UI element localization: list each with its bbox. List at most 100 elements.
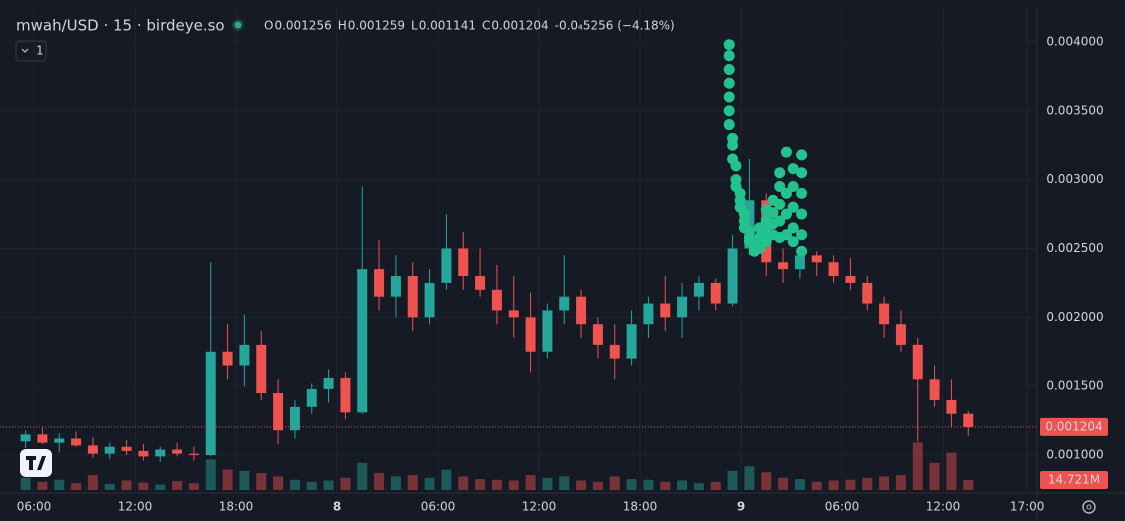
volume-bar	[340, 477, 351, 490]
candle-body	[963, 413, 974, 427]
ohlc-key: C	[482, 19, 490, 33]
trade-marker	[787, 201, 799, 213]
volume-bar	[54, 479, 65, 490]
trade-marker	[767, 207, 779, 219]
volume-label-box	[1040, 470, 1108, 489]
trade-marker	[780, 146, 792, 158]
volume-bar	[491, 479, 502, 490]
candle-body	[390, 276, 401, 297]
candle-body	[155, 449, 166, 457]
trade-marker	[727, 139, 739, 151]
candle-body	[862, 282, 873, 304]
change: -0.0₄5256 (−4.18%)	[555, 19, 675, 33]
candle-body	[172, 449, 183, 454]
trade-marker	[796, 229, 808, 241]
volume-bar	[879, 476, 890, 490]
trade-marker	[787, 236, 799, 248]
volume-bar	[475, 479, 486, 490]
volume-bar	[912, 442, 923, 490]
trade-marker	[796, 167, 808, 179]
volume-bar	[37, 481, 48, 490]
candle-body	[845, 276, 856, 283]
candle-body	[54, 438, 65, 443]
x-tick-label: 8	[333, 500, 341, 514]
volume-bar	[559, 476, 570, 490]
x-tick-label: 06:00	[421, 500, 456, 514]
candle-body	[374, 269, 385, 297]
candle-body	[929, 379, 940, 400]
trade-marker	[723, 91, 735, 103]
volume-bar	[778, 477, 789, 490]
volume-bar	[205, 459, 216, 490]
ohlc-key: O	[264, 19, 273, 33]
volume-bar	[895, 475, 906, 490]
candle-body	[609, 344, 620, 359]
volume-bar	[710, 481, 721, 490]
ohlc-value: 0.001141	[419, 19, 476, 33]
volume-bar	[845, 479, 856, 490]
ohlc-value: 0.001204	[491, 19, 548, 33]
volume-bar	[239, 470, 250, 490]
x-tick-label: 17:00	[1010, 500, 1045, 514]
volume-bar	[390, 476, 401, 490]
candle-body	[542, 310, 553, 352]
candle-body	[323, 377, 334, 389]
candle-body	[710, 282, 721, 304]
candle-body	[660, 303, 671, 318]
candle-body	[828, 262, 839, 277]
candle-body	[104, 446, 115, 454]
volume-bar	[407, 475, 418, 490]
x-tick-label: 18:00	[623, 500, 658, 514]
volume-bar	[811, 481, 822, 490]
volume-bar	[592, 481, 603, 490]
trade-marker	[723, 77, 735, 89]
settings-icon[interactable]	[1082, 500, 1096, 514]
candle-body	[306, 388, 317, 407]
trade-marker	[754, 242, 766, 254]
trade-marker	[780, 229, 792, 241]
ohlc-value: 0.001256	[274, 19, 331, 33]
interval-badge[interactable]: 1	[36, 44, 44, 58]
x-tick-label: 06:00	[825, 500, 860, 514]
candle-body	[491, 289, 502, 311]
trade-marker	[774, 215, 786, 227]
candle-body	[576, 296, 587, 325]
candle-body	[256, 344, 267, 394]
candle-body	[205, 351, 216, 456]
volume-bar	[87, 475, 98, 490]
trade-marker	[796, 208, 808, 220]
volume-bar	[188, 483, 199, 490]
candle-body	[525, 317, 536, 352]
chevron	[21, 48, 29, 53]
ohlc-legend: O 0.001256 H 0.001259 L 0.001141 C 0.001204 -0.0…	[264, 19, 675, 33]
x-tick-label: 12:00	[926, 500, 961, 514]
candle-body	[138, 450, 149, 457]
badge-box[interactable]	[15, 40, 47, 62]
trade-marker	[723, 63, 735, 75]
volume-bar	[138, 482, 149, 490]
volume-bar	[172, 481, 183, 490]
x-tick-label: 12:00	[522, 500, 557, 514]
volume-bar	[626, 479, 637, 490]
last-price-label: 0.001204	[1045, 419, 1102, 433]
candle-body	[946, 399, 957, 414]
x-tick-label: 18:00	[219, 500, 254, 514]
volume-bar	[761, 472, 772, 490]
volume-bar	[744, 466, 755, 490]
candle-body	[239, 344, 250, 366]
trade-marker	[723, 105, 735, 117]
candle-body	[811, 255, 822, 263]
plot: 0.001000 0.001500 0.002000 0.002500 0.003000…	[0, 8, 1108, 514]
candle-body	[357, 269, 368, 413]
candle-body	[273, 393, 284, 431]
ohlc-key: H	[338, 19, 347, 33]
tv-logo	[20, 449, 52, 477]
volume-bar	[374, 473, 385, 490]
volume-bar	[458, 476, 469, 490]
ohlc-key: L	[411, 19, 418, 33]
trade-marker	[787, 163, 799, 175]
trade-marker	[796, 149, 808, 161]
trade-marker	[780, 208, 792, 220]
